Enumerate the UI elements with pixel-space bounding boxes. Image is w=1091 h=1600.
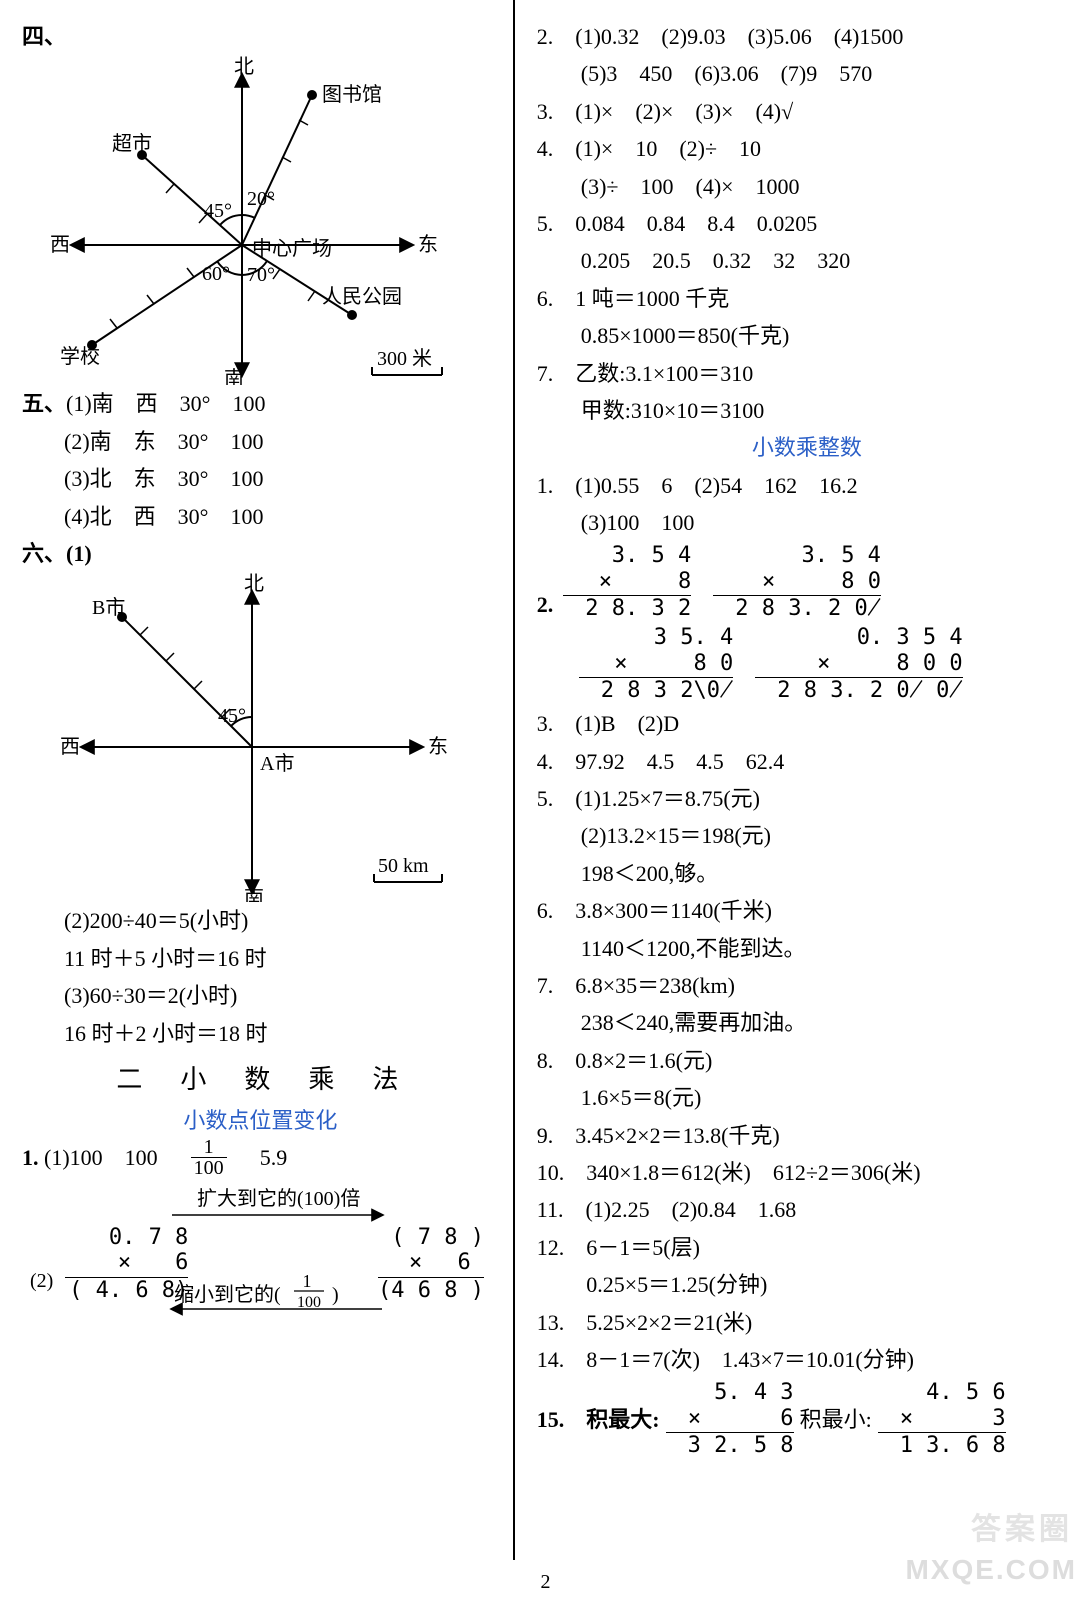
- ans-line: 10. 340×1.8＝612(米) 612÷2＝306(米): [537, 1154, 1077, 1191]
- diagram-compass-1: 北 南 东 西 图书馆 超市 学校 人民公园 中心广场 20° 45° 60° …: [22, 55, 462, 385]
- ans-line: 4. 97.92 4.5 4.5 62.4: [537, 743, 1077, 780]
- ans-line: 7. 乙数:3.1×100＝310: [537, 355, 1077, 392]
- ans-line: 0.205 20.5 0.32 32 320: [537, 242, 1077, 279]
- ans-line: 0.85×1000＝850(千克): [537, 317, 1077, 354]
- ans-line: (2)13.2×15＝198(元): [537, 817, 1077, 854]
- ans-line: 198＜200,够。: [537, 855, 1077, 892]
- section-5-row: (3)北 东 30° 100: [22, 460, 499, 497]
- svg-text:70°: 70°: [247, 264, 275, 286]
- svg-text:扩大到它的(100)倍: 扩大到它的(100)倍: [197, 1187, 360, 1210]
- svg-text:50 km: 50 km: [378, 855, 429, 877]
- q1-line: 1. (1)100 100 1100 5.9: [22, 1139, 499, 1180]
- ans-line: 1. (1)0.55 6 (2)54 162 16.2: [537, 467, 1077, 504]
- ans-line: 14. 8－1＝7(次) 1.43×7＝10.01(分钟): [537, 1341, 1077, 1378]
- ans-line: 3. (1)B (2)D: [537, 705, 1077, 742]
- vertical-mult: ( 7 8 ) × 6 (4 6 8 ): [378, 1225, 484, 1303]
- svg-text:人民公园: 人民公园: [322, 285, 402, 308]
- diagram-compass-2: 北 南 东 西 B市 A市 45° 50 km: [22, 572, 462, 902]
- subsection-title: 小数点位置变化: [22, 1102, 499, 1139]
- q2-mult-block: 2. 3. 5 4× 8 2 8. 3 2 3. 5 4× 8 0 2 8 3.…: [537, 541, 1077, 623]
- svg-text:45°: 45°: [204, 200, 232, 222]
- watermark-cn: 答案圈: [971, 1504, 1073, 1548]
- svg-text:东: 东: [418, 233, 438, 256]
- svg-text:南: 南: [224, 367, 244, 385]
- ans-line: 238＜240,需要再加油。: [537, 1004, 1077, 1041]
- svg-text:北: 北: [244, 572, 264, 595]
- svg-text:): ): [332, 1284, 339, 1306]
- ans-line: 6. 3.8×300＝1140(千米): [537, 892, 1077, 929]
- ans-line: 1140＜1200,不能到达。: [537, 930, 1077, 967]
- watermark-en: MXQE.COM: [905, 1554, 1077, 1586]
- svg-text:100: 100: [297, 1294, 321, 1311]
- ans-line: 13. 5.25×2×2＝21(米): [537, 1304, 1077, 1341]
- ans-line: 12. 6－1＝5(层): [537, 1229, 1077, 1266]
- section-5-row: 五、(1)南 西 30° 100: [22, 385, 499, 422]
- ans-line: 6. 1 吨＝1000 千克: [537, 280, 1077, 317]
- ans-line: (3)100 100: [537, 504, 1077, 541]
- q2-mult-block: 3 5. 4× 8 0 2 8 3 2\0̸ 0. 3 5 4× 8 0 0 2…: [575, 623, 1077, 705]
- svg-text:北: 北: [234, 55, 254, 78]
- ans-line: 甲数:310×10＝3100: [537, 392, 1077, 429]
- sec6-line: 16 时＋2 小时＝18 时: [22, 1015, 499, 1052]
- ans-line: 5. 0.084 0.84 8.4 0.0205: [537, 205, 1077, 242]
- ans-line: 0.25×5＝1.25(分钟): [537, 1266, 1077, 1303]
- svg-text:B市: B市: [92, 596, 125, 619]
- svg-text:南: 南: [244, 886, 264, 902]
- ans-line: 2. (1)0.32 (2)9.03 (3)5.06 (4)1500: [537, 18, 1077, 55]
- sec6-line: (2)200÷40＝5(小时): [22, 902, 499, 939]
- chapter-2-title: 二 小 数 乘 法: [22, 1058, 499, 1102]
- svg-text:300 米: 300 米: [377, 347, 432, 370]
- svg-text:1: 1: [303, 1271, 312, 1291]
- section-6-label: 六、(1): [22, 535, 499, 572]
- svg-text:学校: 学校: [60, 345, 100, 368]
- sec6-line: 11 时＋5 小时＝16 时: [22, 940, 499, 977]
- section-5-row: (4)北 西 30° 100: [22, 498, 499, 535]
- ans-line: 4. (1)× 10 (2)÷ 10: [537, 130, 1077, 167]
- svg-text:图书馆: 图书馆: [322, 83, 382, 106]
- svg-text:东: 东: [428, 735, 448, 758]
- section-4-label: 四、: [22, 18, 499, 55]
- vertical-mult: 0. 7 8 × 6 ( 4. 6 8): [65, 1225, 188, 1303]
- ans-line: 11. (1)2.25 (2)0.84 1.68: [537, 1191, 1077, 1228]
- svg-text:中心广场: 中心广场: [252, 237, 332, 260]
- svg-text:60°: 60°: [202, 263, 230, 285]
- ans-line: (5)3 450 (6)3.06 (7)9 570: [537, 55, 1077, 92]
- ans-line: (3)÷ 100 (4)× 1000: [537, 168, 1077, 205]
- ans-line: 1.6×5＝8(元): [537, 1079, 1077, 1116]
- svg-text:A市: A市: [260, 752, 294, 775]
- svg-text:45°: 45°: [218, 705, 246, 727]
- subsection-title: 小数乘整数: [537, 429, 1077, 466]
- ans-line: 8. 0.8×2＝1.6(元): [537, 1042, 1077, 1079]
- svg-text:西: 西: [60, 736, 80, 758]
- ans-line: 5. (1)1.25×7＝8.75(元): [537, 780, 1077, 817]
- ans-line: 9. 3.45×2×2＝13.8(千克): [537, 1117, 1077, 1154]
- q15-block: 15. 积最大: 5. 4 3× 6 3 2. 5 8 积最小: 4. 5 6×…: [537, 1378, 1077, 1460]
- svg-text:超市: 超市: [112, 132, 152, 155]
- svg-text:20°: 20°: [247, 188, 275, 210]
- q1-2-arrow-block: 扩大到它的(100)倍 缩小到它的( ) 1 100 (2) 0. 7 8 × …: [22, 1181, 499, 1321]
- ans-line: 3. (1)× (2)× (3)× (4)√: [537, 93, 1077, 130]
- svg-text:西: 西: [50, 234, 70, 256]
- ans-line: 7. 6.8×35＝238(km): [537, 967, 1077, 1004]
- section-5-row: (2)南 东 30° 100: [22, 423, 499, 460]
- sec6-line: (3)60÷30＝2(小时): [22, 977, 499, 1014]
